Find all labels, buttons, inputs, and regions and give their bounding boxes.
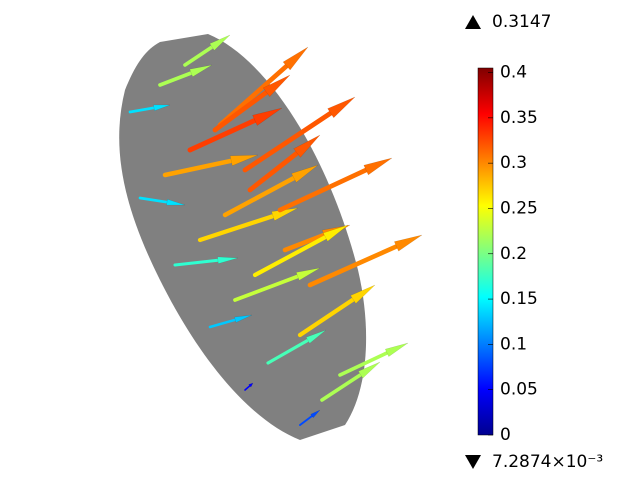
- arrow: [222, 164, 319, 218]
- arrow-shaft: [338, 351, 389, 377]
- arrow-shaft: [187, 117, 258, 153]
- arrow-shaft: [162, 158, 234, 178]
- arrow-head: [350, 284, 376, 304]
- arrow-shaft: [128, 106, 156, 114]
- arrow-head: [384, 342, 409, 357]
- arrow-shaft: [138, 196, 169, 204]
- arrow-shaft: [173, 258, 220, 267]
- arrow-shaft: [247, 150, 300, 193]
- arrow: [183, 34, 231, 67]
- colorbar-tick-label: 0: [500, 425, 511, 445]
- arrow-shaft: [320, 372, 363, 402]
- arrow-layer: [128, 34, 423, 426]
- arrow: [173, 256, 239, 267]
- arrow-head: [363, 157, 393, 176]
- arrow-head: [291, 164, 319, 183]
- arrow-shaft: [299, 415, 313, 426]
- arrow: [217, 46, 309, 128]
- colorbar-tick-label: 0.3: [500, 153, 527, 173]
- arrow: [266, 329, 327, 365]
- arrow-shaft: [158, 71, 194, 87]
- surface: [119, 34, 367, 440]
- min-icon: [465, 455, 481, 469]
- arrow-head: [234, 314, 253, 323]
- colorbar: [477, 67, 494, 436]
- arrow-head: [262, 74, 291, 98]
- colorbar-tick-label: 0.4: [500, 63, 527, 83]
- arrow-head: [357, 361, 381, 379]
- arrow-head: [282, 46, 309, 71]
- arrow: [138, 196, 186, 206]
- arrow: [212, 74, 291, 133]
- arrow-head: [229, 154, 259, 167]
- arrow-head: [322, 224, 349, 242]
- arrow-shaft: [183, 45, 214, 67]
- arrow-shaft: [297, 297, 356, 338]
- arrow-head: [153, 104, 171, 112]
- arrow-head: [305, 329, 327, 344]
- arrow-head: [393, 234, 423, 252]
- max-label: 0.3147: [492, 12, 551, 32]
- max-icon: [465, 15, 481, 29]
- colorbar-tick-label: 0.25: [500, 198, 538, 218]
- arrow-shaft: [222, 175, 297, 218]
- arrow-shaft: [266, 338, 310, 365]
- arrow-head: [252, 107, 283, 126]
- colorbar-tick-label: 0.2: [500, 244, 527, 264]
- arrow-shaft: [244, 384, 251, 391]
- colorbar-tick-label: 0.05: [500, 380, 538, 400]
- arrow-shaft: [208, 318, 237, 329]
- arrow: [242, 96, 356, 173]
- arrow-shaft: [197, 214, 276, 243]
- colorbar-tick-label: 0.35: [500, 108, 538, 128]
- arrow-shaft: [217, 63, 289, 128]
- arrow: [320, 361, 381, 402]
- arrow-head: [310, 409, 321, 419]
- arrow-shaft: [242, 110, 334, 173]
- arrow-shaft: [277, 167, 369, 213]
- arrow-shaft: [233, 274, 300, 302]
- arrow: [158, 64, 213, 87]
- arrow-head: [248, 382, 254, 388]
- arrow: [307, 234, 423, 288]
- arrow-head: [209, 34, 231, 51]
- arrow-shaft: [307, 244, 399, 288]
- arrow-head: [295, 267, 321, 281]
- arrow: [128, 104, 171, 114]
- arrow: [233, 267, 321, 302]
- colorbar-tick-label: 0.15: [500, 289, 538, 309]
- arrow-head: [217, 256, 239, 264]
- arrow: [252, 224, 349, 278]
- arrow-shaft: [282, 232, 327, 253]
- min-label: 7.2874×10⁻³: [492, 452, 603, 472]
- arrow: [162, 154, 259, 178]
- arrow-shaft: [252, 235, 328, 278]
- arrow: [247, 134, 321, 193]
- arrow-shaft: [212, 89, 269, 133]
- arrow: [277, 157, 393, 213]
- arrow-head: [189, 64, 213, 78]
- arrow: [297, 284, 376, 338]
- arrow: [299, 409, 321, 426]
- colorbar-tick-label: 0.1: [500, 334, 527, 354]
- arrow-head: [293, 134, 321, 158]
- arrow-head: [327, 96, 356, 119]
- arrow: [338, 342, 409, 377]
- arrow-head: [166, 198, 186, 206]
- arrow: [244, 382, 254, 391]
- arrow: [187, 107, 283, 153]
- arrow: [208, 314, 253, 329]
